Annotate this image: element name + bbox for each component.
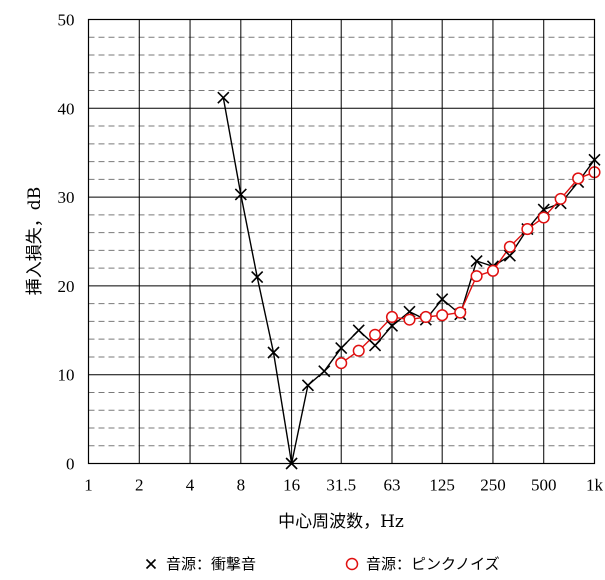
data-point-x (368, 339, 382, 352)
x-tick-label: 1k (586, 476, 604, 495)
x-tick-label: 2 (135, 476, 144, 495)
data-point-circle (521, 223, 534, 236)
data-point-circle (486, 264, 500, 277)
data-point-x (470, 254, 483, 268)
data-point-x (234, 188, 247, 201)
x-tick-label: 31.5 (326, 476, 356, 495)
y-tick-label: 40 (58, 99, 75, 118)
x-axis-title: 中心周波数，Hz (278, 512, 404, 532)
x-tick-label: 500 (531, 476, 557, 495)
data-point-circle (503, 240, 516, 253)
data-point-x (251, 270, 264, 284)
legend-label-impact: 音源：衝撃音 (166, 555, 256, 573)
data-point-x (267, 346, 280, 359)
data-point-circle (419, 310, 432, 324)
data-point-x (301, 379, 315, 392)
y-axis-title: 挿入損失，dB (25, 187, 45, 295)
data-point-circle (470, 270, 483, 283)
circle-marker-icon (345, 557, 359, 571)
data-point-x (503, 249, 516, 262)
legend-item-impact: 音源：衝撃音 (145, 555, 256, 573)
series-line-1 (340, 171, 595, 364)
plot-frame (87, 18, 596, 465)
data-point-circle (369, 328, 382, 341)
data-point-circle (436, 309, 449, 322)
y-tick-label: 20 (58, 277, 75, 296)
series-layer (217, 91, 601, 470)
data-point-circle (385, 310, 399, 324)
legend-item-pink-noise: 音源：ピンクノイズ (345, 555, 500, 573)
data-point-circle (537, 211, 550, 224)
tick-labels: 0 10 20 30 40 50 1 2 4 8 16 31.5 63 125 250 500 1k (58, 11, 604, 495)
grid (88, 19, 595, 464)
series-line-0 (222, 97, 596, 464)
x-tick-label: 8 (237, 476, 246, 495)
legend: 音源：衝撃音 音源：ピンクノイズ (145, 555, 500, 573)
y-tick-label: 10 (58, 366, 75, 385)
data-point-x (217, 91, 230, 104)
data-point-circle (454, 306, 467, 319)
y-tick-label: 30 (58, 188, 75, 207)
data-point-circle (572, 172, 585, 185)
x-tick-label: 16 (283, 476, 300, 495)
data-point-x (318, 365, 331, 378)
x-tick-label: 125 (429, 476, 455, 495)
data-point-circle (352, 344, 365, 357)
data-point-circle (403, 313, 416, 326)
x-tick-label: 4 (186, 476, 195, 495)
x-tick-label: 250 (480, 476, 506, 495)
x-tick-label: 63 (383, 476, 400, 495)
legend-label-pink-noise: 音源：ピンクノイズ (366, 555, 500, 573)
data-point-x (335, 341, 348, 355)
data-point-x (352, 324, 365, 337)
data-point-x (436, 293, 449, 306)
y-tick-label: 50 (58, 11, 75, 30)
x-marker-icon (145, 558, 157, 570)
x-tick-label: 1 (84, 476, 93, 495)
y-tick-label: 0 (66, 455, 75, 474)
data-point-circle (554, 192, 567, 205)
data-point-x (385, 319, 399, 332)
data-point-circle (335, 357, 348, 370)
